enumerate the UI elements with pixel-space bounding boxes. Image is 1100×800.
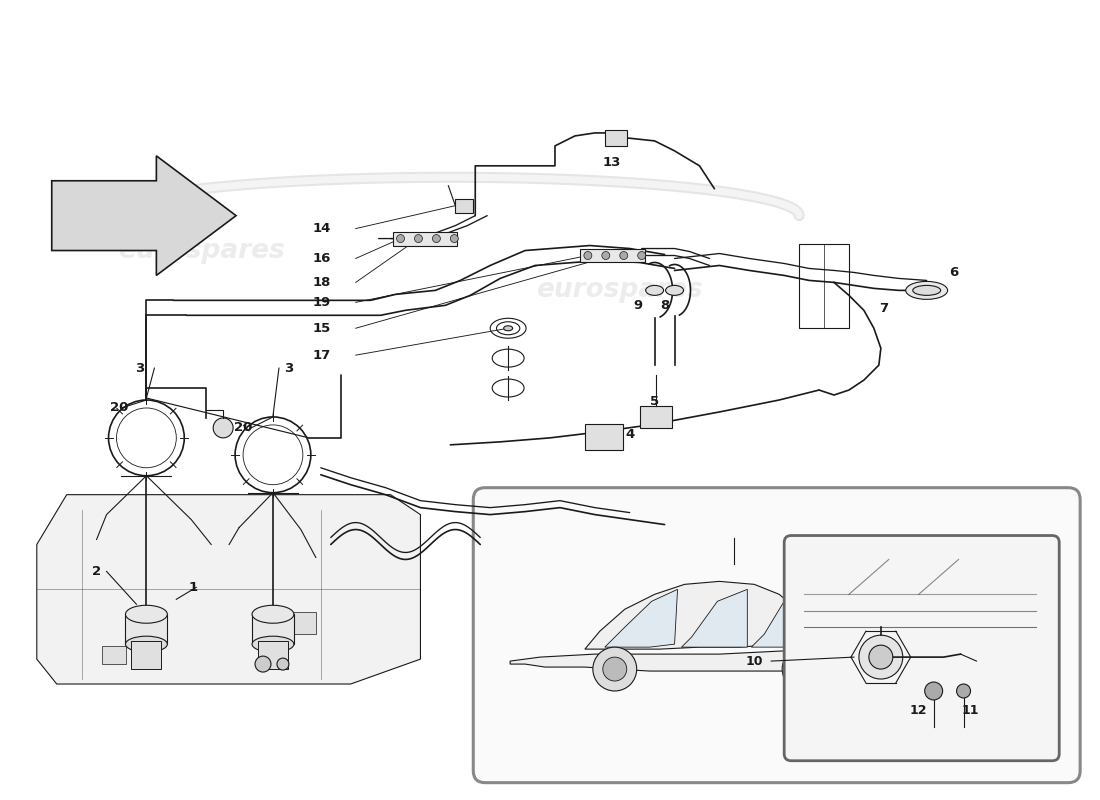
Text: 13: 13 [603, 156, 622, 170]
Bar [580, 249, 645, 262]
Text: eurospares: eurospares [537, 278, 703, 303]
Bar [799, 243, 849, 328]
Circle shape [792, 657, 816, 681]
Text: 12: 12 [910, 705, 927, 718]
Ellipse shape [252, 636, 294, 652]
Text: 1: 1 [189, 581, 198, 594]
Circle shape [638, 251, 646, 259]
Text: eurospares: eurospares [566, 626, 733, 652]
Text: 11: 11 [961, 705, 979, 718]
Text: 5: 5 [650, 395, 659, 409]
Ellipse shape [666, 286, 683, 295]
Ellipse shape [125, 606, 167, 623]
Bar [252, 614, 294, 644]
Text: 7: 7 [879, 302, 889, 315]
Bar [125, 614, 167, 644]
Text: 18: 18 [312, 276, 331, 289]
Circle shape [450, 234, 459, 242]
Text: 4: 4 [625, 428, 635, 442]
Circle shape [593, 647, 637, 691]
Circle shape [432, 234, 440, 242]
Ellipse shape [905, 282, 947, 299]
Text: 14: 14 [312, 222, 331, 235]
Bar [585, 424, 623, 450]
Bar [280, 612, 316, 634]
Circle shape [213, 418, 233, 438]
Circle shape [277, 658, 289, 670]
Text: eurospares: eurospares [118, 238, 285, 263]
Text: 9: 9 [634, 299, 642, 312]
Circle shape [619, 251, 628, 259]
Polygon shape [36, 494, 420, 684]
Polygon shape [605, 590, 678, 647]
Circle shape [602, 251, 609, 259]
Text: 8: 8 [660, 299, 669, 312]
Text: 6: 6 [949, 266, 958, 279]
Text: 17: 17 [312, 349, 331, 362]
Text: 2: 2 [92, 565, 101, 578]
Text: 10: 10 [746, 654, 763, 667]
Ellipse shape [646, 286, 663, 295]
Circle shape [396, 234, 405, 242]
Polygon shape [585, 582, 810, 649]
Circle shape [782, 647, 826, 691]
Circle shape [859, 635, 903, 679]
Ellipse shape [125, 636, 167, 652]
Circle shape [957, 684, 970, 698]
Ellipse shape [913, 286, 940, 295]
Circle shape [925, 682, 943, 700]
Bar [605, 130, 627, 146]
Circle shape [603, 657, 627, 681]
Text: 16: 16 [312, 252, 331, 265]
Circle shape [584, 251, 592, 259]
Circle shape [869, 645, 893, 669]
FancyBboxPatch shape [473, 488, 1080, 782]
Ellipse shape [252, 606, 294, 623]
Bar [132, 641, 162, 669]
Bar [455, 198, 473, 213]
Text: 20: 20 [110, 402, 129, 414]
Text: 15: 15 [312, 322, 331, 334]
Bar [640, 406, 672, 428]
Text: eurospares: eurospares [138, 606, 305, 632]
FancyBboxPatch shape [784, 535, 1059, 761]
Polygon shape [510, 649, 861, 671]
Polygon shape [682, 590, 747, 647]
Text: 19: 19 [312, 296, 331, 309]
Bar [101, 646, 127, 664]
Ellipse shape [504, 326, 513, 330]
Bar [393, 231, 458, 246]
Bar [258, 641, 288, 669]
Polygon shape [52, 156, 236, 275]
Text: 3: 3 [284, 362, 294, 374]
Polygon shape [751, 598, 801, 647]
Text: 20: 20 [234, 422, 252, 434]
Circle shape [415, 234, 422, 242]
Text: 3: 3 [135, 362, 144, 374]
Circle shape [255, 656, 271, 672]
